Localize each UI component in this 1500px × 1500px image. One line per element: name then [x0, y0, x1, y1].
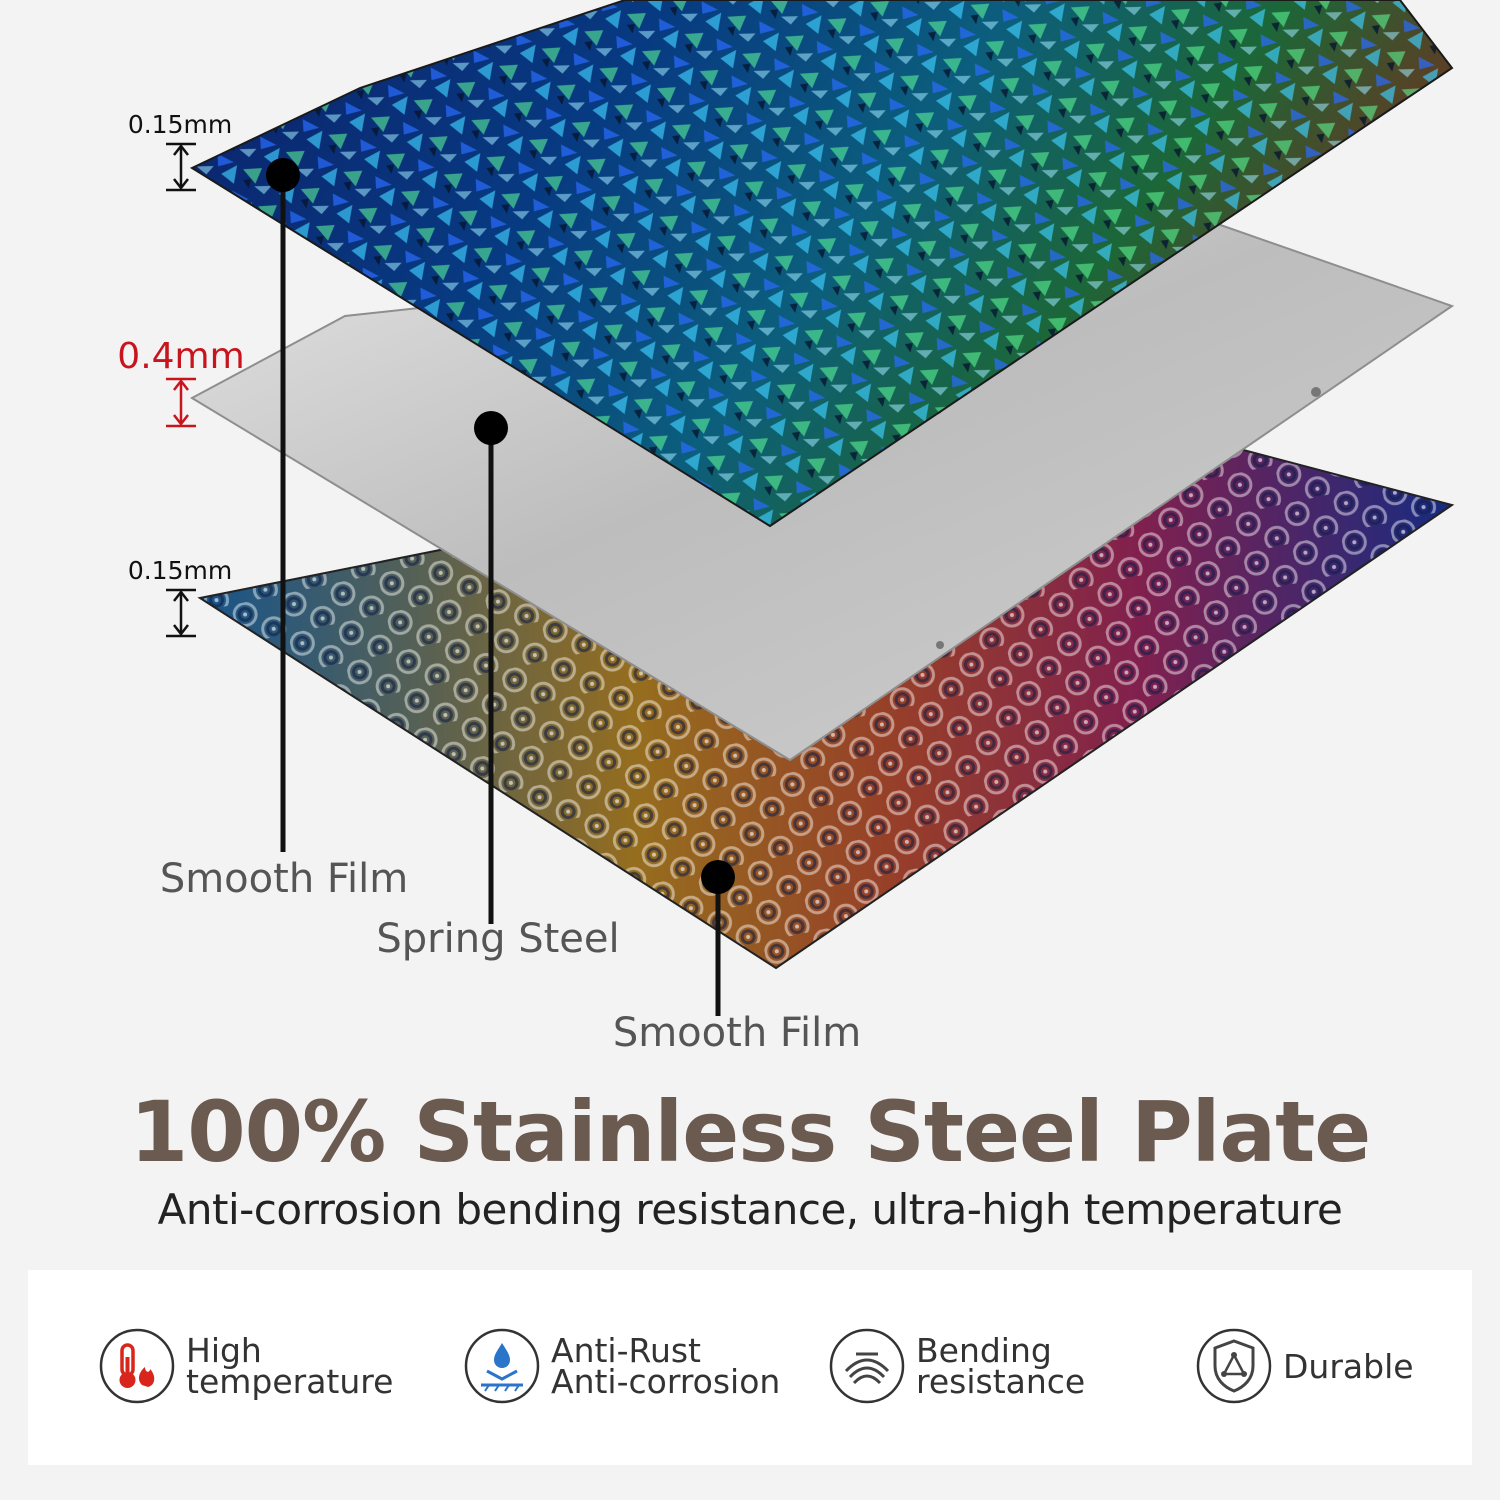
- feature-bending-resistance-text: Bending resistance: [916, 1331, 1086, 1401]
- feature-line: Anti-Rust: [551, 1331, 701, 1370]
- feature-high-temperature-text: High temperature: [186, 1331, 394, 1401]
- top-film-callout: [266, 158, 300, 852]
- feature-durable-text: Durable: [1283, 1346, 1414, 1386]
- page-title: 100% Stainless Steel Plate: [129, 1083, 1371, 1181]
- feature-anti-rust: Anti-Rust Anti-corrosion: [463, 1326, 780, 1406]
- feature-strip: High temperature Anti-Rust Anti-corrosio…: [28, 1270, 1472, 1465]
- feature-line: High: [186, 1331, 262, 1370]
- feature-line: Anti-corrosion: [551, 1362, 781, 1401]
- bottom-thickness-marker: [166, 588, 196, 638]
- feature-anti-rust-text: Anti-Rust Anti-corrosion: [551, 1331, 781, 1401]
- feature-bending-resistance: Bending resistance: [828, 1326, 1085, 1406]
- feature-line: temperature: [186, 1362, 394, 1401]
- top-thickness-marker: [166, 142, 196, 192]
- top-thickness-label: 0.15mm: [128, 110, 232, 139]
- steel-callout: [474, 411, 508, 924]
- top-film-layer: [189, 0, 1454, 528]
- steel-thickness-marker: [166, 377, 196, 428]
- top-film-label: Smooth Film: [160, 856, 408, 902]
- feature-line: resistance: [916, 1362, 1086, 1401]
- feature-high-temperature: High temperature: [98, 1326, 393, 1406]
- water-drop-shield-icon: [464, 1328, 540, 1404]
- feature-line: Durable: [1283, 1346, 1414, 1386]
- bottom-thickness-label: 0.15mm: [128, 556, 232, 585]
- page-subtitle: Anti-corrosion bending resistance, ultra…: [157, 1185, 1343, 1234]
- thermometer-flame-icon: [99, 1328, 175, 1404]
- bottom-film-callout: [701, 860, 735, 1016]
- shield-triangle-icon: [1196, 1328, 1272, 1404]
- bottom-film-label: Smooth Film: [613, 1010, 861, 1056]
- feature-durable: Durable: [1195, 1326, 1414, 1406]
- bending-arc-icon: [829, 1328, 905, 1404]
- steel-thickness-label: 0.4mm: [117, 336, 244, 377]
- steel-label: Spring Steel: [376, 916, 619, 962]
- feature-line: Bending: [916, 1331, 1052, 1370]
